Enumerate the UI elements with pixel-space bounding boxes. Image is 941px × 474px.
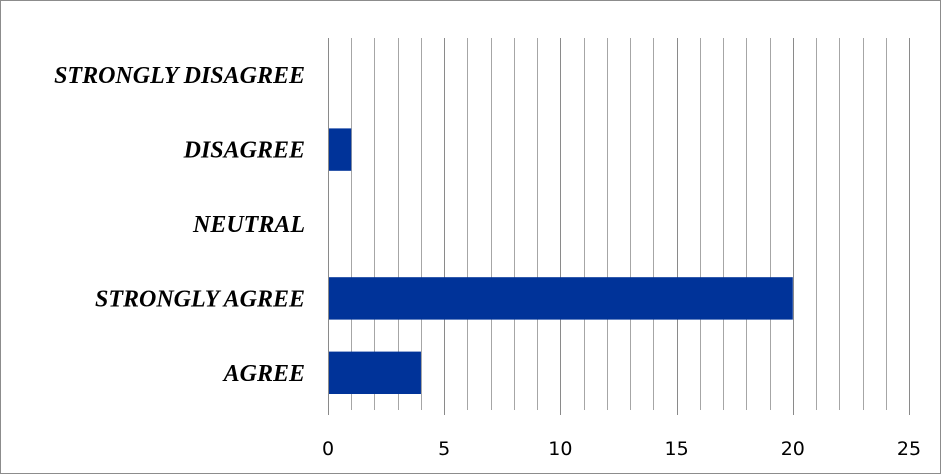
x-tick-label: 25 [897,438,921,460]
bar-strongly-agree [329,277,793,320]
x-tick-label: 15 [665,438,689,460]
x-tick-label: 20 [781,438,805,460]
category-label: NEUTRAL [192,212,305,238]
bar-agree [329,351,421,395]
bar-disagree [329,128,352,171]
x-tick-label: 0 [322,438,334,460]
gridlines [351,38,910,410]
x-tick-labels: 0 5 10 15 20 25 [322,438,921,460]
category-labels: AGREE STRONGLY AGREE NEUTRAL DISAGREE STRONG… [54,63,305,387]
category-label: DISAGREE [183,138,305,164]
bars [329,128,793,395]
x-tick-label: 10 [548,438,572,460]
category-label: STRONGLY AGREE [95,286,305,312]
axes [328,38,910,415]
x-tick-label: 5 [438,438,450,460]
category-label: AGREE [222,361,305,387]
category-label: STRONGLY DISAGREE [54,63,305,89]
